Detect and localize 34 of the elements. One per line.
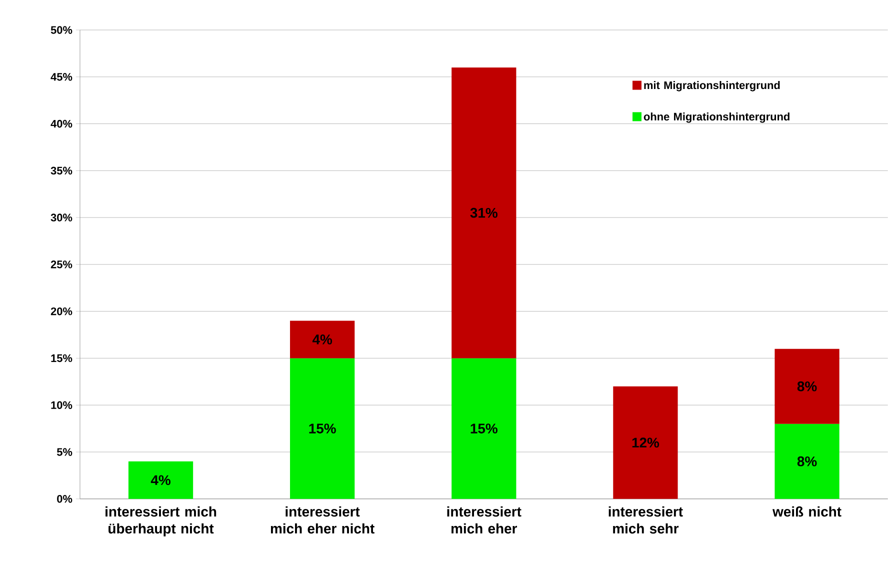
y-tick-label: 45% (50, 73, 72, 81)
y-tick-label: 0% (57, 495, 72, 503)
data-label: 8% (797, 456, 817, 466)
x-tick-label: interessiert mich eher nicht (270, 506, 374, 534)
x-tick-label: interessiert mich sehr (608, 506, 683, 534)
data-label: 12% (632, 438, 660, 448)
y-tick-label: 5% (56, 448, 72, 456)
x-tick-label: weiß nicht (772, 506, 842, 517)
data-label: 4% (312, 334, 332, 344)
y-tick-label: 25% (50, 260, 72, 268)
x-tick-label: interessiert mich überhaupt nicht (106, 506, 216, 536)
data-label: 15% (470, 424, 498, 434)
bar (774, 348, 840, 424)
data-label: 31% (470, 208, 498, 218)
y-tick-label: 15% (51, 354, 72, 362)
bar (128, 461, 194, 499)
bar (290, 320, 355, 358)
y-tick-label: 30% (50, 214, 72, 222)
y-tick-label: 50% (50, 26, 72, 34)
bar (774, 424, 840, 499)
bar (452, 68, 516, 358)
data-label: 4% (150, 475, 170, 486)
bar (613, 386, 678, 499)
y-tick-label: 10% (51, 401, 72, 410)
legend-label: ohne Migrationshintergrund (644, 112, 790, 123)
y-tick-label: 35% (50, 166, 72, 175)
legend-label: mit Migrationshintergrund (644, 81, 780, 92)
y-tick-label: 40% (50, 120, 72, 128)
x-tick-label: interessiert mich eher (447, 506, 522, 534)
bar (452, 358, 516, 499)
y-tick-label: 20% (50, 308, 72, 316)
bar (290, 358, 355, 499)
data-label: 15% (309, 424, 336, 434)
data-label: 8% (797, 381, 817, 392)
